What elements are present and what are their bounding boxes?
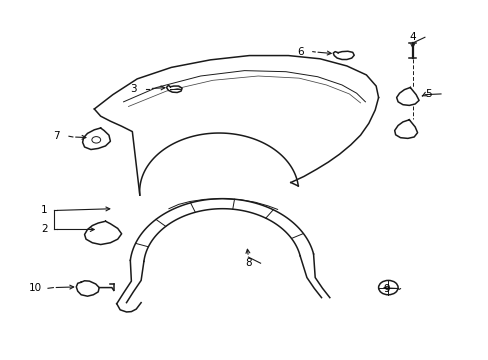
Text: 2: 2 (41, 225, 48, 234)
Text: 1: 1 (41, 206, 48, 216)
Text: 6: 6 (297, 46, 303, 57)
Text: 7: 7 (53, 131, 60, 141)
Text: 5: 5 (425, 89, 431, 99)
Text: 9: 9 (383, 284, 389, 294)
Text: 10: 10 (29, 283, 42, 293)
Text: 3: 3 (130, 84, 136, 94)
Text: 8: 8 (244, 258, 251, 268)
Text: 4: 4 (408, 32, 415, 42)
